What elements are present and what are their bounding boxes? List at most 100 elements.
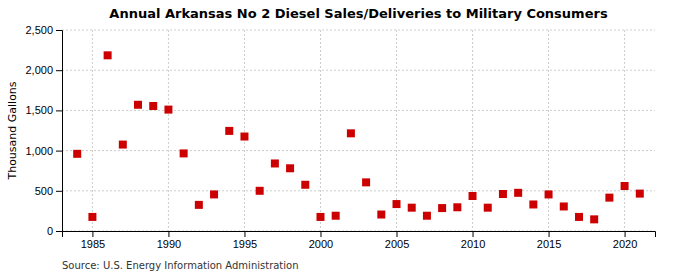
- point: [347, 129, 355, 137]
- point: [271, 159, 279, 167]
- point: [362, 178, 370, 186]
- x-axis-tick-mark: [244, 231, 245, 237]
- y-axis-tick-mark: [56, 231, 62, 232]
- point: [408, 204, 416, 212]
- point: [636, 190, 644, 198]
- x-axis-tick-mark: [549, 231, 550, 237]
- x-axis-tick-label: 2010: [461, 238, 485, 250]
- y-axis-tick: 2,000: [25, 64, 62, 76]
- y-axis-tick-mark: [56, 110, 62, 111]
- title: Annual Arkansas No 2 Diesel Sales/Delive…: [109, 6, 608, 21]
- point: [438, 204, 446, 212]
- y-axis-tick-label: 500: [35, 185, 53, 197]
- point: [560, 202, 568, 210]
- grid-line-x: [168, 30, 169, 231]
- points: [73, 51, 644, 223]
- point: [393, 200, 401, 208]
- point: [164, 106, 172, 114]
- point: [104, 51, 112, 59]
- x-axis-tick: 2020: [613, 231, 637, 250]
- chart: 1985 1990 1995 2000 2005 2010 2015 2020 0 500 1,00…: [0, 0, 675, 275]
- x-axis-tick: 1995: [233, 231, 257, 250]
- grid-line-x: [472, 30, 473, 231]
- x-axis-tick-mark: [168, 231, 169, 237]
- grid-line-x: [244, 30, 245, 231]
- x-axis-tick-label: 1995: [233, 238, 257, 250]
- x-axis-tick: 1985: [81, 231, 105, 250]
- x-axis: 1985 1990 1995 2000 2005 2010 2015 2020: [63, 231, 656, 250]
- x-axis-tick-label: 2020: [613, 238, 637, 250]
- x-axis-tick: 2000: [309, 231, 333, 250]
- y-axis: 0 500 1,000 1,500 2,000 2,500: [25, 24, 62, 237]
- y-axis-tick-label: 2,500: [25, 24, 53, 36]
- point: [377, 211, 385, 219]
- x-axis-tick: 2005: [385, 231, 409, 250]
- point: [423, 212, 431, 220]
- y-axis-tick: 0: [47, 225, 62, 237]
- point: [575, 213, 583, 221]
- y-axis-domain: [56, 31, 63, 232]
- point: [119, 141, 127, 149]
- grid-line-y: [62, 110, 655, 111]
- y-axis-tick-mark: [56, 70, 62, 71]
- y-axis-tick: 500: [35, 185, 62, 197]
- x-axis-domain: [63, 232, 656, 238]
- y-axis-tick-label: 0: [47, 225, 53, 237]
- x-axis-tick-mark: [397, 231, 398, 237]
- y-axis-title: Thousand Gallons: [6, 81, 19, 180]
- x-axis-tick-label: 2015: [537, 238, 561, 250]
- source: Source: U.S. Energy Information Administ…: [62, 260, 299, 271]
- x-axis-tick-mark: [92, 231, 93, 237]
- point: [210, 190, 218, 198]
- y-axis-tick: 2,500: [25, 24, 62, 36]
- point: [484, 204, 492, 212]
- x-axis-tick-mark: [320, 231, 321, 237]
- point: [529, 200, 537, 208]
- grid-line-y: [62, 150, 655, 151]
- point: [469, 192, 477, 200]
- point: [180, 149, 188, 157]
- point: [149, 102, 157, 110]
- x-axis-tick-label: 1990: [157, 238, 181, 250]
- grid-line-x: [320, 30, 321, 231]
- point: [499, 190, 507, 198]
- x-axis-tick-mark: [473, 231, 474, 237]
- point: [240, 133, 248, 141]
- grid-line-x: [92, 30, 93, 231]
- y-axis-tick-label: 1,000: [25, 145, 53, 157]
- point: [605, 194, 613, 202]
- point: [545, 190, 553, 198]
- x-axis-tick-mark: [625, 231, 626, 237]
- y-axis-tick-label: 1,500: [25, 104, 53, 116]
- point: [621, 182, 629, 190]
- y-axis-tick-label: 2,000: [25, 64, 53, 76]
- x-axis-tick-label: 2005: [385, 238, 409, 250]
- y-axis-tick: 1,500: [25, 104, 62, 116]
- point: [195, 201, 203, 209]
- point: [73, 150, 81, 158]
- x-axis-tick-label: 1985: [81, 238, 105, 250]
- y-axis-tick-mark: [56, 151, 62, 152]
- grid-line-y: [62, 190, 655, 191]
- point: [332, 212, 340, 220]
- y-axis-tick-mark: [56, 191, 62, 192]
- grid-line-x: [624, 30, 625, 231]
- y-axis-tick: 1,000: [25, 145, 62, 157]
- point: [590, 215, 598, 223]
- grid: [62, 30, 655, 231]
- point: [286, 164, 294, 172]
- point: [256, 187, 264, 195]
- point: [225, 127, 233, 135]
- grid-line-y: [62, 30, 655, 31]
- point: [301, 181, 309, 189]
- x-axis-tick: 1990: [157, 231, 181, 250]
- point: [88, 213, 96, 221]
- plot-area: 1985 1990 1995 2000 2005 2010 2015 2020 0 500 1,00…: [25, 24, 655, 250]
- grid-line-x: [548, 30, 549, 231]
- y-axis-tick-mark: [56, 30, 62, 31]
- x-axis-tick-label: 2000: [309, 238, 333, 250]
- point: [514, 189, 522, 197]
- point: [453, 203, 461, 211]
- x-axis-tick: 2010: [461, 231, 485, 250]
- point: [316, 213, 324, 221]
